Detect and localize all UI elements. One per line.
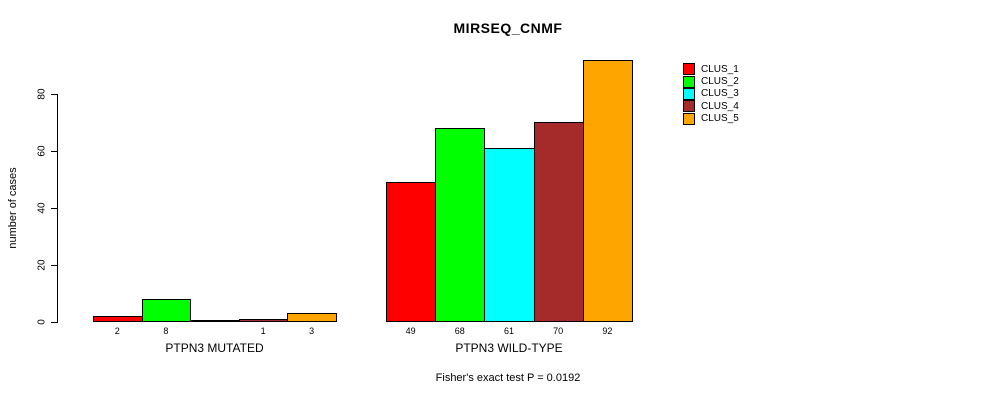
legend-swatch-clus_3 [683,87,695,100]
bar-value-label: 70 [553,326,564,336]
y-tick [51,94,57,95]
bar-value-label: 3 [309,326,315,336]
fisher-test-annotation: Fisher's exact test P = 0.0192 [435,372,581,384]
legend-swatch-clus_4 [683,100,695,113]
bar-clus_5-group2 [582,60,633,322]
bar-value-label: 61 [503,326,515,336]
legend-item-clus_4: CLUS_4 [683,100,739,113]
legend-label: CLUS_3 [701,88,739,100]
legend-item-clus_5: CLUS_5 [683,112,739,125]
legend-swatch-clus_5 [683,112,695,125]
bar-clus_3-group1 [190,320,240,322]
y-tick-label: 0 [36,319,48,325]
y-tick [51,265,57,266]
y-tick [51,322,57,323]
bar-clus_3-group2 [484,148,535,322]
y-tick [51,208,57,209]
bar-clus_5-group1 [287,313,337,322]
y-tick-label: 40 [36,202,48,214]
bar-clus_2-group1 [141,299,192,322]
bar-clus_4-group2 [533,122,584,322]
legend: CLUS_1 CLUS_2 CLUS_3 CLUS_4 CLUS_5 [683,63,739,125]
bar-clus_1-group1 [93,316,143,322]
chart-title: MIRSEQ_CNMF [453,20,563,36]
bar-value-label: 92 [602,326,613,336]
group-label: PTPN3 MUTATED [165,341,264,355]
legend-label: CLUS_4 [701,100,739,112]
legend-label: CLUS_1 [701,63,739,75]
legend-item-clus_3: CLUS_3 [683,87,739,100]
y-tick-label: 80 [36,88,48,100]
bar-clus_4-group1 [238,319,289,322]
bar-clus_2-group2 [435,128,486,322]
legend-swatch-clus_1 [683,63,695,76]
bar-value-label: 68 [454,326,465,336]
bar-value-label: 49 [405,326,416,336]
bar-value-label: 8 [163,326,169,336]
y-tick-label: 20 [36,259,48,271]
y-axis-line [57,94,58,323]
bar-clus_1-group2 [386,182,437,322]
y-axis-label: number of cases [7,167,19,249]
legend-item-clus_2: CLUS_2 [683,75,739,88]
group-label: PTPN3 WILD-TYPE [455,341,563,355]
y-tick [51,151,57,152]
bar-value-label: 2 [114,326,120,336]
legend-item-clus_1: CLUS_1 [683,63,739,76]
bar-value-label: 1 [260,326,266,336]
legend-swatch-clus_2 [683,75,695,88]
legend-label: CLUS_2 [701,76,739,88]
y-tick-label: 60 [36,145,48,157]
legend-label: CLUS_5 [701,113,739,125]
